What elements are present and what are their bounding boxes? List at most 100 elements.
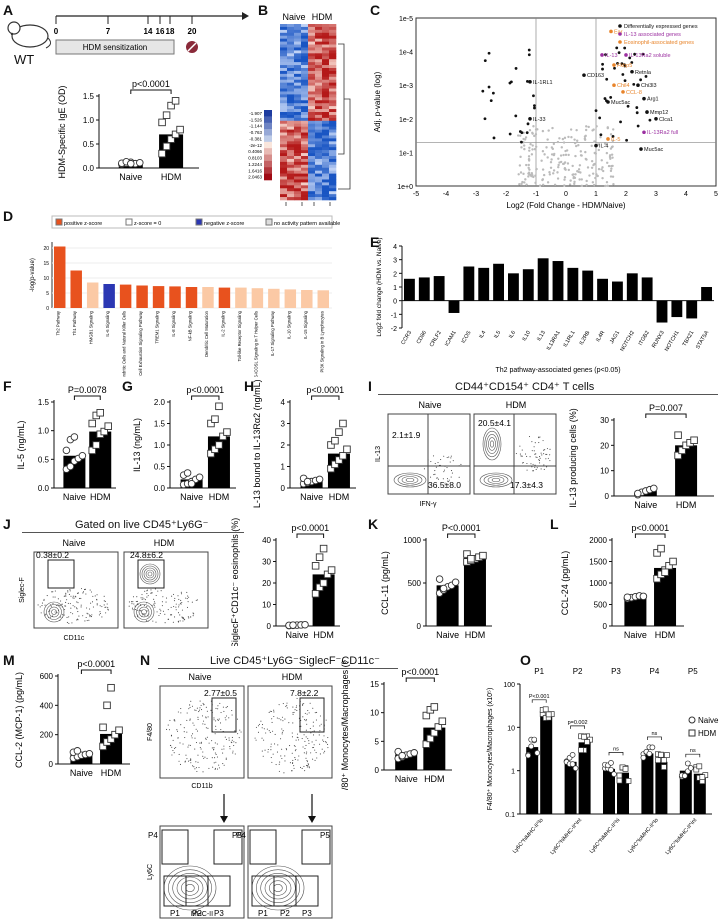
pathway-legend-swatch xyxy=(55,218,63,226)
facs-event xyxy=(524,453,527,455)
facs-event xyxy=(292,713,294,715)
volcano-point-ns xyxy=(590,144,593,148)
heatmap-cell xyxy=(287,97,295,101)
heatmap-cell xyxy=(329,150,337,154)
facs-gate xyxy=(207,875,231,907)
heatmap-cell xyxy=(294,50,302,54)
y-tick-label: 1.0 xyxy=(38,427,50,436)
heatmap-cell xyxy=(308,62,316,66)
heatmap-cell xyxy=(301,29,309,34)
heatmap-cell xyxy=(287,70,295,75)
heatmap-cell xyxy=(329,109,337,113)
volcano-gene-label: Mmp12 xyxy=(650,110,668,116)
heatmap-cell xyxy=(322,85,330,89)
data-point-hdm xyxy=(616,777,623,784)
facs-event xyxy=(319,743,321,745)
pathway-y-tick: 10 xyxy=(43,276,49,282)
facs-event xyxy=(179,763,182,766)
heatmap-cell xyxy=(315,188,323,192)
facs-event xyxy=(80,597,82,600)
y-tick-label: 1000 xyxy=(403,536,421,545)
volcano-point-de xyxy=(615,46,619,50)
heatmap-cell xyxy=(308,50,316,54)
heatmap-cell xyxy=(308,144,316,148)
volcano-point-ns xyxy=(606,126,609,129)
pathway-legend-swatch xyxy=(195,218,203,226)
volcano-point-ns xyxy=(610,153,614,156)
facs-event xyxy=(292,762,294,764)
facs-event xyxy=(293,745,295,747)
facs-event xyxy=(533,450,535,452)
heatmap-cell xyxy=(329,94,337,98)
pathway-label: Dendritic Cell Maturation xyxy=(204,310,209,357)
heatmap-cell xyxy=(329,161,337,166)
heatmap-cell xyxy=(301,170,309,174)
volcano-point-ns xyxy=(609,157,612,161)
volcano-point-ns xyxy=(538,184,542,187)
heatmap-scale-label: -0.381 xyxy=(249,136,262,141)
volcano-point-ns xyxy=(523,181,526,184)
data-point-hdm xyxy=(211,445,219,454)
heatmap-cell xyxy=(280,147,288,151)
volcano-point-ns xyxy=(563,136,567,140)
facs-event xyxy=(262,755,264,757)
facs-event xyxy=(85,593,87,595)
timeline-day: 18 xyxy=(166,27,175,36)
facs-event xyxy=(190,616,192,618)
volcano-point-ns xyxy=(568,183,572,186)
facs-event xyxy=(220,728,222,731)
heatmap-cell xyxy=(308,59,316,63)
facs-event xyxy=(172,749,174,752)
facs-gate xyxy=(301,829,331,865)
facs-event xyxy=(215,753,217,755)
facs-event xyxy=(189,744,191,746)
facs-event xyxy=(162,596,164,598)
data-point-hdm xyxy=(96,409,104,417)
volcano-gene-label: Muc5ac xyxy=(644,147,664,153)
facs-event xyxy=(281,748,283,750)
facs-event xyxy=(186,606,189,608)
timeline-day: 20 xyxy=(188,27,197,36)
facs-event xyxy=(134,608,136,611)
heatmap-cell xyxy=(322,73,330,78)
facs-event xyxy=(151,592,153,594)
facs-event xyxy=(184,619,186,621)
heatmap-cell xyxy=(329,164,337,169)
facs-event xyxy=(86,612,88,614)
volcano-point-ns xyxy=(528,168,531,171)
facs-contour xyxy=(139,563,161,585)
heatmap-cell xyxy=(308,126,316,130)
th2-y-tick-label: 0 xyxy=(393,299,397,306)
facs-event xyxy=(179,602,181,604)
facs-event xyxy=(323,752,325,754)
y-tick-label: 2.0 xyxy=(154,398,166,407)
facs-event xyxy=(216,756,218,758)
heatmap-cell xyxy=(315,29,323,34)
facs-event xyxy=(179,614,181,616)
th2-gene-bar xyxy=(626,273,638,301)
significance-bracket xyxy=(296,533,325,538)
volcano-point-de xyxy=(527,53,531,57)
volcano-point-ns xyxy=(561,137,565,141)
data-point-naive xyxy=(608,759,614,766)
panel-d-pathway-chart: positive z-score z-score = 0 negative z-sc… xyxy=(30,215,340,377)
facs-event xyxy=(450,476,452,478)
th2-y-tick-label: 1 xyxy=(393,285,397,292)
data-point-hdm xyxy=(107,735,115,743)
facs-gate-label: P3 xyxy=(302,909,312,918)
y-axis-label: F4/80⁺ Monocytes/Macrophages (%) xyxy=(340,660,350,790)
data-point-hdm xyxy=(542,706,549,713)
facs-event xyxy=(274,743,276,745)
facs-event xyxy=(165,601,167,603)
heatmap-cell xyxy=(287,123,295,127)
facs-event xyxy=(325,719,327,721)
facs-event xyxy=(177,595,179,597)
facs-gate-label: P1 xyxy=(258,909,268,918)
heatmap-cell xyxy=(329,197,337,201)
facs-event xyxy=(144,590,146,592)
facs-event xyxy=(128,601,130,603)
x-tick-label: Naive xyxy=(285,630,308,640)
heatmap-cell xyxy=(280,197,288,201)
facs-gate-label: P2 xyxy=(280,909,290,918)
